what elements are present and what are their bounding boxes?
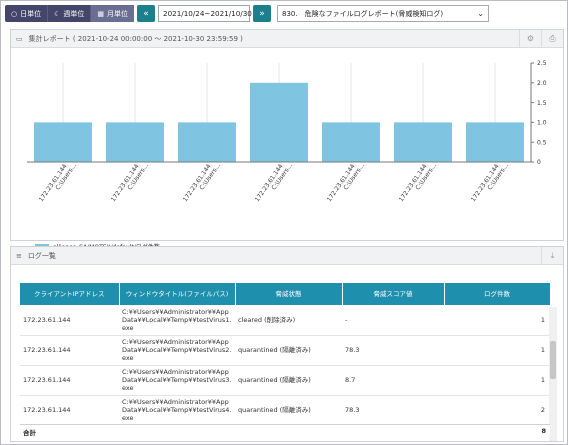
threat-score-cell: 78.3	[342, 395, 444, 426]
column-header[interactable]: ログ件数	[444, 283, 551, 305]
table-scrollbar[interactable]	[549, 307, 557, 441]
double-chevron-right-icon: »	[259, 8, 265, 19]
period-unit-group: ○ 日単位 ☾ 週単位 ▦ 月単位	[5, 5, 135, 22]
gear-icon[interactable]: ⚙	[519, 30, 541, 47]
bar	[394, 122, 452, 162]
summary-report-panel: ▭ 集計レポート ( 2021-10-24 00:00:00 ～ 2021-10…	[10, 29, 564, 251]
y-tick-label: 2.5	[537, 60, 547, 67]
threat-status-cell: quarantined (隔離済み)	[235, 395, 342, 426]
window-title-cell: C:¥¥Users¥¥Administrator¥¥AppData¥¥Local…	[119, 395, 235, 426]
prev-period-button[interactable]: «	[137, 5, 155, 22]
log-table: クライアントIPアドレス ウィンドウタイトル(ファイルパス) 脅威状態 脅威スコ…	[20, 283, 551, 426]
y-tick-label: 1.0	[537, 120, 547, 127]
chart-icon: ▭	[16, 34, 23, 43]
table-row[interactable]: 172.23.61.144 C:¥¥Users¥¥Administrator¥¥…	[20, 365, 550, 396]
threat-score-cell: 78.3	[342, 335, 444, 366]
client-ip-cell: 172.23.61.144	[20, 365, 119, 396]
download-icon[interactable]: ⤓	[541, 247, 563, 264]
bar	[250, 82, 308, 162]
client-ip-cell: 172.23.61.144	[20, 395, 119, 426]
chevron-down-icon: ⌄	[477, 9, 484, 18]
total-label: 合計	[23, 429, 36, 437]
threat-status-cell: quarantined (隔離済み)	[235, 365, 342, 396]
calendar-icon: ▦	[97, 9, 105, 18]
report-select-value: 830. 危険なファイルログレポート(脅威検知ログ)	[282, 9, 444, 18]
bar	[178, 122, 236, 162]
double-chevron-left-icon: «	[143, 8, 149, 19]
client-ip-cell: 172.23.61.144	[20, 305, 119, 336]
threat-score-cell: -	[342, 305, 444, 336]
x-tick-label: 172.23.61.144C:\Users...	[326, 158, 366, 207]
total-value: 8	[541, 427, 546, 435]
y-tick-label: 0	[537, 159, 541, 166]
x-tick-label: 172.23.61.144C:\Users...	[254, 158, 294, 207]
list-icon: ≡	[16, 251, 22, 260]
x-tick-label: 172.23.61.144C:\Users...	[110, 158, 150, 207]
weekly-unit-label: 週単位	[63, 9, 85, 18]
export-icon[interactable]: ⎙	[541, 30, 563, 47]
moon-icon: ☾	[54, 9, 61, 18]
x-tick-label: 172.23.61.144C:\Users...	[470, 158, 510, 207]
bar	[34, 122, 92, 162]
bar-chart: 0 0.5 1.0 1.5 2.0 2.5 172.23.61.144C:\Users...…	[27, 60, 547, 207]
monthly-unit-button[interactable]: ▦ 月単位	[91, 5, 135, 22]
bar	[322, 122, 380, 162]
x-tick-label: 172.23.61.144C:\Users...	[38, 158, 78, 207]
bar	[106, 122, 164, 162]
report-select[interactable]: 830. 危険なファイルログレポート(脅威検知ログ) ⌄	[277, 5, 489, 22]
summary-report-header: ▭ 集計レポート ( 2021-10-24 00:00:00 ～ 2021-10…	[11, 30, 563, 48]
x-tick-label: 172.23.61.144C:\Users...	[398, 158, 438, 207]
log-list-title: ログ一覧	[27, 251, 56, 260]
table-row[interactable]: 172.23.61.144 C:¥¥Users¥¥Administrator¥¥…	[20, 335, 550, 366]
summary-report-title: 集計レポート ( 2021-10-24 00:00:00 ～ 2021-10-3…	[28, 34, 243, 43]
next-period-button[interactable]: »	[253, 5, 271, 22]
daily-unit-label: 日単位	[20, 9, 42, 18]
circle-outline-icon: ○	[11, 9, 18, 18]
scrollbar-thumb[interactable]	[550, 341, 556, 379]
threat-status-cell: quarantined (隔離済み)	[235, 335, 342, 366]
threat-score-cell: 8.7	[342, 365, 444, 396]
window-title-cell: C:¥¥Users¥¥Administrator¥¥AppData¥¥Local…	[119, 335, 235, 366]
table-header-row: クライアントIPアドレス ウィンドウタイトル(ファイルパス) 脅威状態 脅威スコ…	[20, 283, 551, 305]
y-tick-label: 2.0	[537, 80, 547, 87]
column-header[interactable]: 脅威状態	[235, 283, 343, 305]
window-title-cell: C:¥¥Users¥¥Administrator¥¥AppData¥¥Local…	[119, 305, 235, 336]
log-count-cell: 1	[444, 335, 550, 366]
bar	[466, 122, 524, 162]
x-tick-label: 172.23.61.144C:\Users...	[182, 158, 222, 207]
monthly-unit-label: 月単位	[107, 9, 129, 18]
threat-status-cell: cleared (削除済み)	[235, 305, 342, 336]
y-tick-label: 0.5	[537, 139, 547, 146]
y-tick-label: 1.5	[537, 100, 547, 107]
log-list-header: ≡ ログ一覧 ⤓	[11, 247, 563, 265]
weekly-unit-button[interactable]: ☾ 週単位	[48, 5, 92, 22]
table-row[interactable]: 172.23.61.144 C:¥¥Users¥¥Administrator¥¥…	[20, 395, 550, 426]
table-row[interactable]: 172.23.61.144 C:¥¥Users¥¥Administrator¥¥…	[20, 305, 550, 336]
window-title-cell: C:¥¥Users¥¥Administrator¥¥AppData¥¥Local…	[119, 365, 235, 396]
log-count-cell: 2	[444, 395, 550, 426]
column-header[interactable]: 脅威スコア値	[342, 283, 445, 305]
log-count-cell: 1	[444, 365, 550, 396]
column-header[interactable]: クライアントIPアドレス	[20, 283, 120, 305]
log-list-panel: ≡ ログ一覧 ⤓ クライアントIPアドレス ウィンドウタイトル(ファイルパス) …	[10, 246, 564, 442]
date-range-display[interactable]: 2021/10/24~2021/10/30	[158, 5, 252, 22]
client-ip-cell: 172.23.61.144	[20, 335, 119, 366]
log-count-cell: 1	[444, 305, 550, 336]
daily-unit-button[interactable]: ○ 日単位	[5, 5, 49, 22]
column-header[interactable]: ウィンドウタイトル(ファイルパス)	[119, 283, 236, 305]
total-row: 合計 8	[20, 424, 550, 437]
toolbar: ○ 日単位 ☾ 週単位 ▦ 月単位	[5, 5, 135, 22]
